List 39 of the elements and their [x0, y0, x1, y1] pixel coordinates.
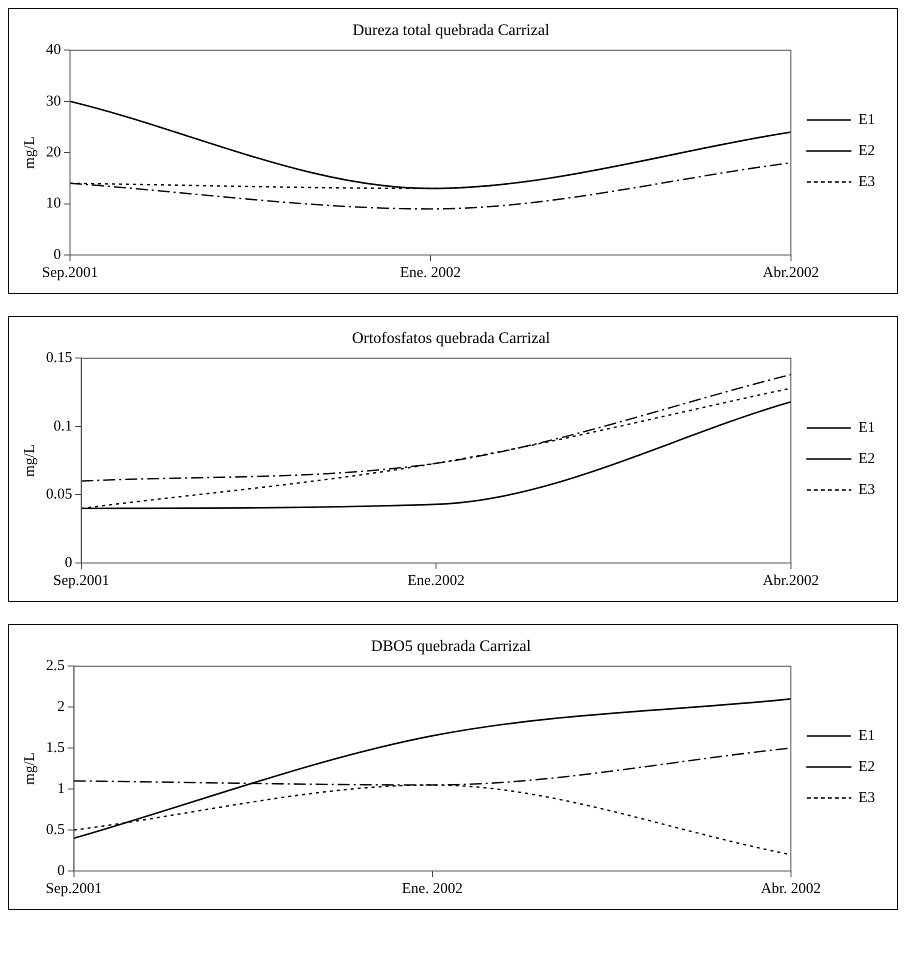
legend-label: E3 — [858, 174, 876, 190]
y-tick-label: 2 — [57, 699, 65, 716]
y-tick-label: 0 — [57, 862, 65, 879]
y-tick-label: 0 — [64, 554, 72, 571]
legend-label: E1 — [858, 728, 876, 744]
x-tick-label: Ene. 2002 — [400, 264, 461, 281]
legend-label: E2 — [858, 450, 876, 467]
x-tick-label: Ene. 2002 — [402, 880, 463, 897]
legend-label: E1 — [858, 420, 876, 436]
y-axis-title: mg/L — [22, 752, 38, 785]
y-tick-label: 0 — [54, 246, 61, 263]
y-axis-title: mg/L — [22, 444, 38, 477]
x-tick-label: Sep.2001 — [53, 572, 110, 589]
chart-title: Ortofosfatos quebrada Carrizal — [352, 330, 551, 347]
x-tick-label: Sep.2001 — [46, 880, 102, 897]
x-tick-label: Ene.2002 — [408, 572, 465, 589]
legend-label: E3 — [858, 482, 876, 498]
y-axis-title: mg/L — [22, 136, 38, 169]
legend-label: E3 — [858, 790, 876, 806]
y-tick-label: 0.5 — [46, 822, 65, 838]
legend-label: E2 — [858, 758, 876, 775]
y-tick-label: 0.15 — [46, 350, 72, 366]
chart-title: Dureza total quebrada Carrizal — [352, 22, 550, 39]
chart-title: DBO5 quebrada Carrizal — [371, 638, 532, 655]
y-tick-label: 2.5 — [46, 658, 65, 674]
x-tick-label: Abr.2002 — [762, 264, 819, 281]
x-tick-label: Abr.2002 — [762, 572, 819, 589]
y-tick-label: 10 — [46, 196, 61, 212]
y-tick-label: 1.5 — [46, 740, 65, 756]
y-tick-label: 20 — [46, 144, 61, 161]
legend-label: E2 — [858, 142, 876, 159]
y-tick-label: 1 — [57, 781, 65, 798]
y-tick-label: 0.05 — [46, 486, 72, 503]
x-tick-label: Sep.2001 — [42, 264, 98, 281]
y-tick-label: 30 — [46, 93, 61, 110]
y-tick-label: 40 — [46, 42, 61, 58]
x-tick-label: Abr. 2002 — [760, 880, 821, 897]
legend-label: E1 — [858, 112, 876, 128]
y-tick-label: 0.1 — [54, 418, 72, 434]
